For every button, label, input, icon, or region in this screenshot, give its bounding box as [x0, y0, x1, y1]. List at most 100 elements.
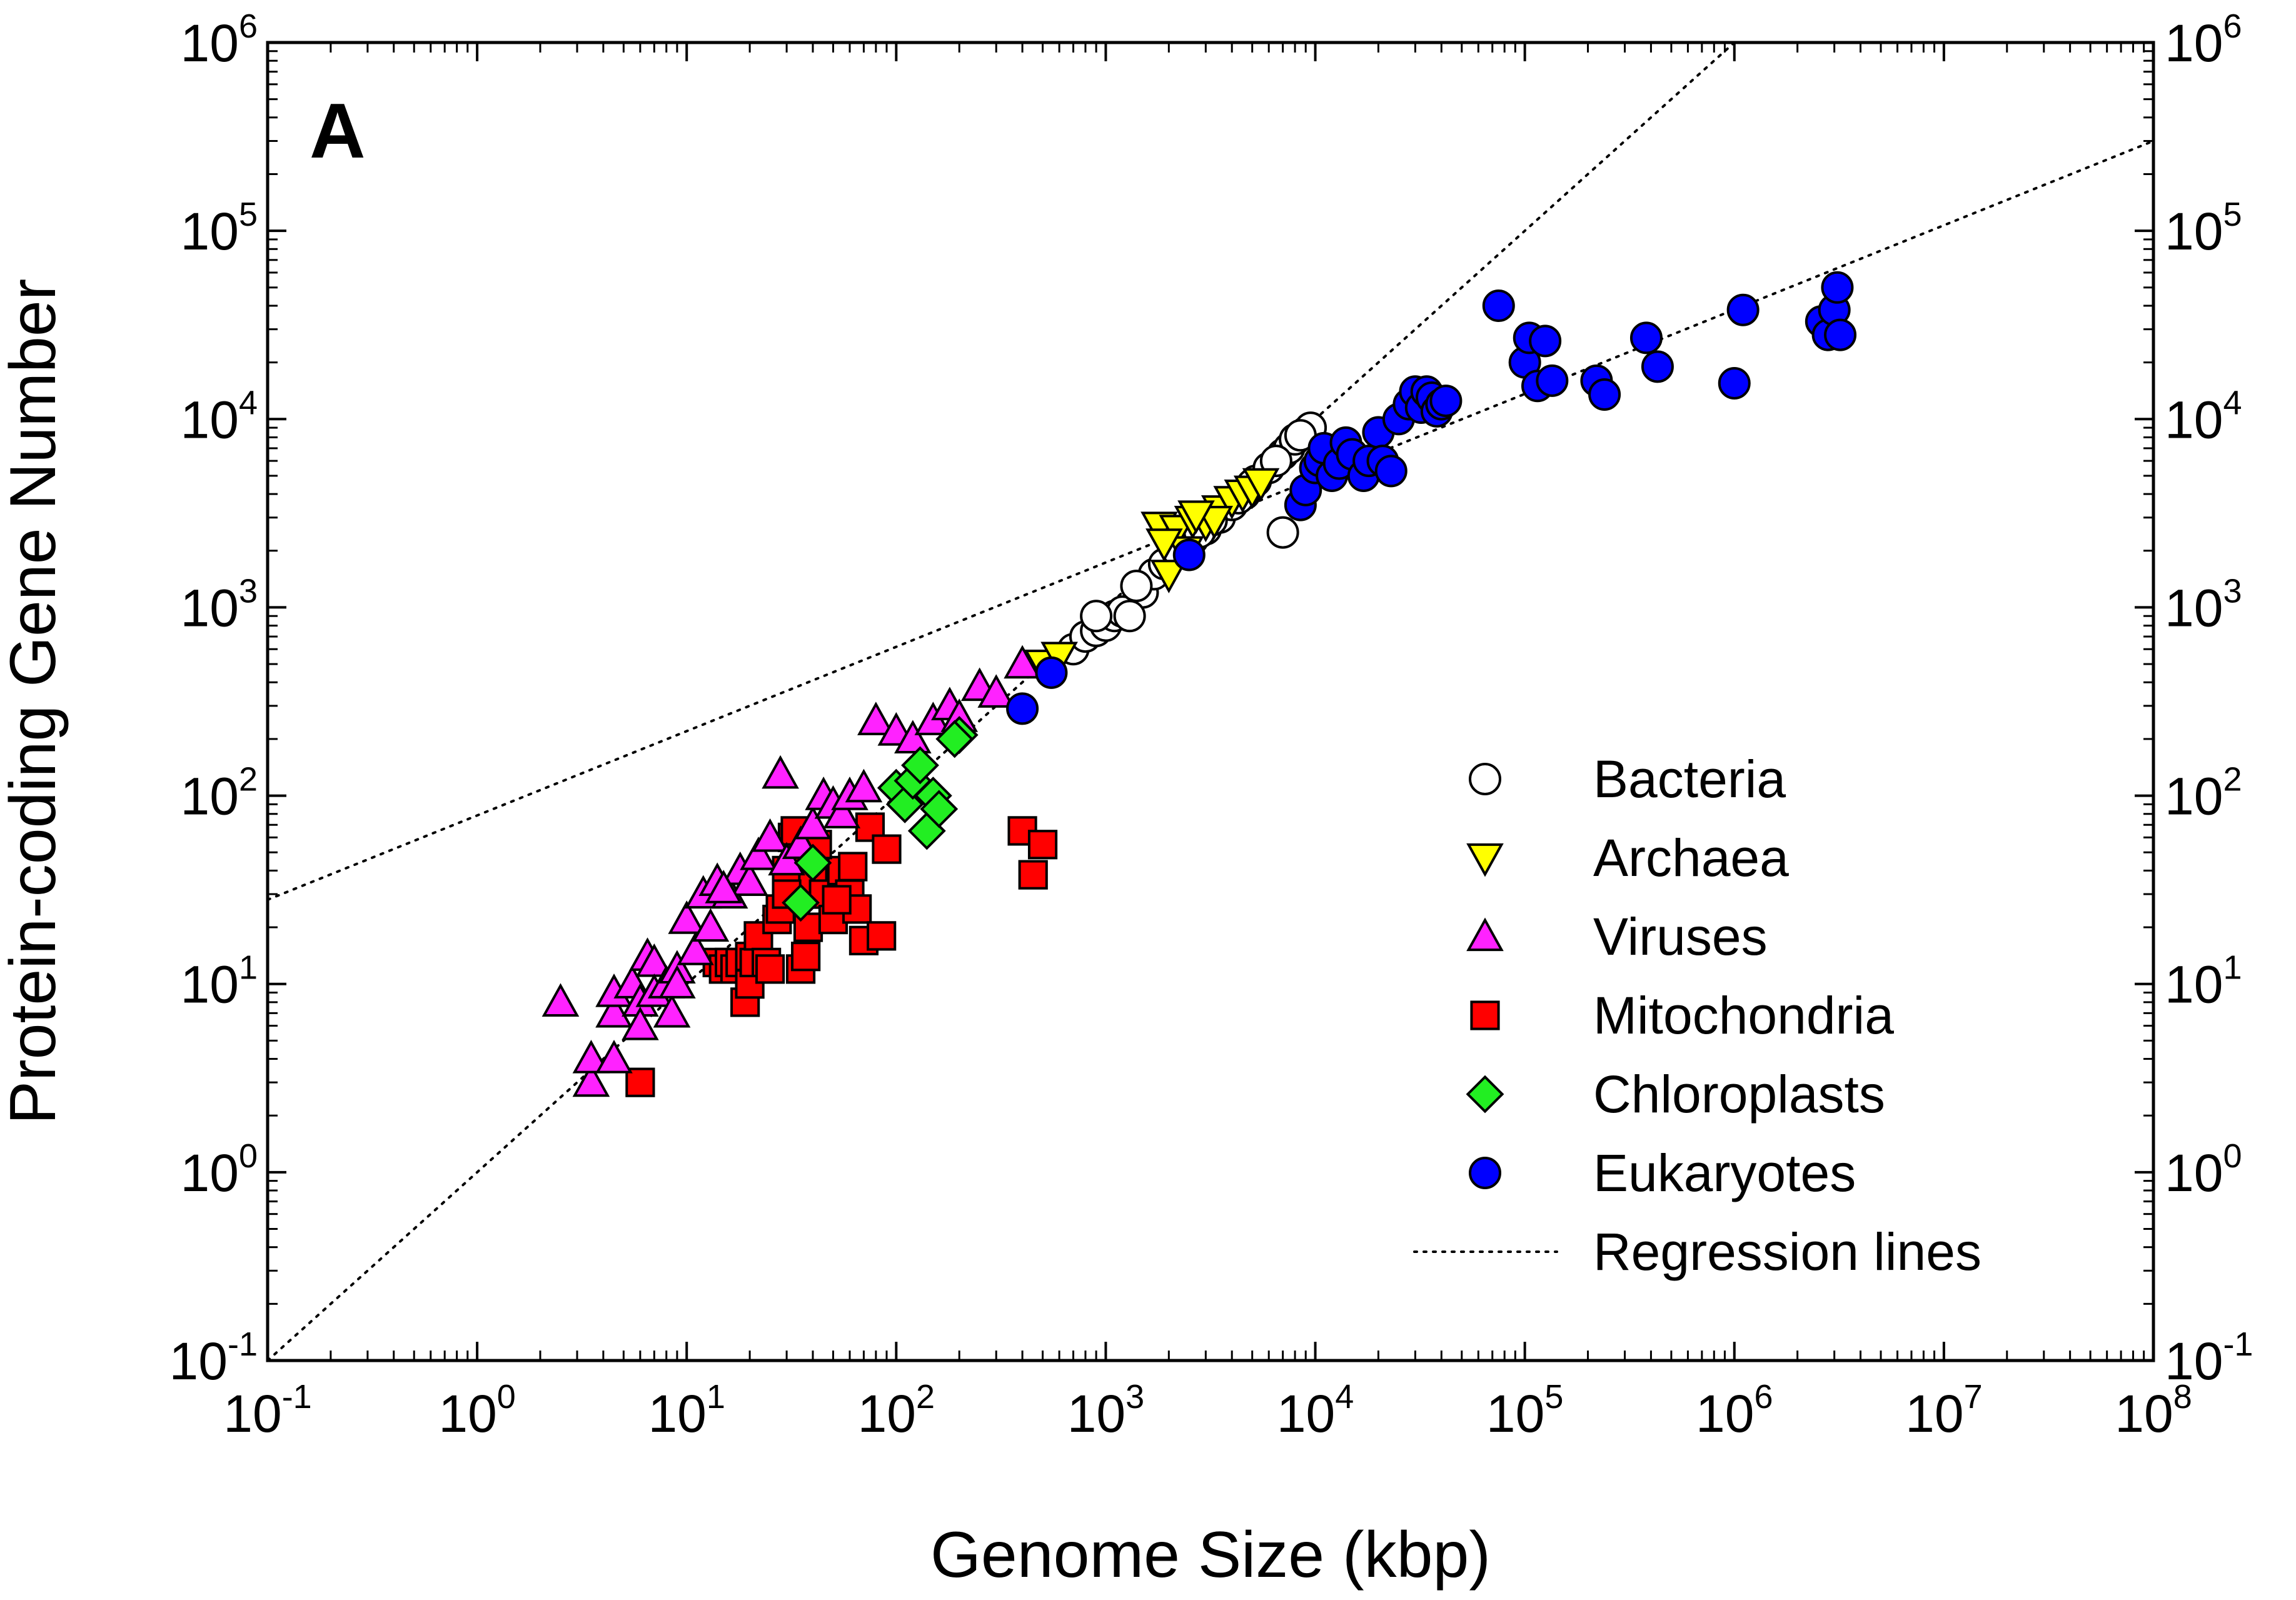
data-point-mitochondria: [867, 921, 897, 951]
x-axis-title: Genome Size (kbp): [930, 1519, 1491, 1591]
x-tick-label: 102: [858, 1378, 935, 1443]
data-point-viruses: [740, 837, 777, 870]
data-point-bacteria: [1266, 516, 1299, 549]
data-point-viruses: [1004, 645, 1041, 679]
data-point-viruses: [572, 1063, 610, 1097]
data-point-viruses: [794, 805, 832, 840]
y-tick-label: 106: [181, 8, 258, 73]
data-point-archaea: [1145, 528, 1183, 562]
y-tick-label: 101: [181, 949, 258, 1014]
legend-swatch-chloroplasts: [1466, 1075, 1504, 1114]
data-point-mitochondria: [822, 885, 852, 915]
data-point-viruses: [762, 755, 799, 789]
y-tick-label: 100: [181, 1137, 258, 1202]
legend-label: Bacteria: [1593, 750, 1786, 808]
data-point-mitochondria: [872, 834, 902, 864]
y-tick-label-right: 100: [2165, 1137, 2242, 1202]
data-point-chloroplasts: [901, 746, 939, 785]
y-tick-label-right: 105: [2165, 196, 2242, 261]
legend-label: Mitochondria: [1593, 986, 1894, 1045]
legend-swatch-archaea: [1466, 843, 1504, 877]
data-point-mitochondria: [838, 852, 868, 882]
legend-label: Eukaryotes: [1593, 1144, 1856, 1202]
y-axis-title: Protein-coding Gene Number: [0, 279, 69, 1125]
y-tick-label: 104: [181, 384, 258, 449]
data-point-viruses: [572, 1040, 610, 1074]
data-point-eukaryotes: [1006, 692, 1039, 725]
data-point-viruses: [768, 842, 805, 876]
data-point-viruses: [977, 674, 1015, 708]
y-tick-label-right: 102: [2165, 761, 2242, 826]
x-tick-label: 100: [438, 1378, 515, 1443]
tick-marks: [266, 41, 2155, 1362]
x-tick-label: 104: [1277, 1378, 1354, 1443]
y-tick-label-right: 103: [2165, 572, 2242, 637]
y-tick-label-right: 106: [2165, 8, 2242, 73]
series-viruses: [541, 645, 1041, 1097]
data-point-chloroplasts: [793, 843, 832, 882]
x-tick-label: 108: [2115, 1378, 2192, 1443]
legend: Bacteria Archaea Viruses Mitochondria Chloro…: [1413, 750, 1981, 1281]
data-point-viruses: [622, 1007, 659, 1040]
y-tick-label: 105: [181, 196, 258, 261]
data-point-viruses: [823, 795, 861, 828]
data-point-viruses: [541, 983, 580, 1017]
panel-label: A: [310, 88, 366, 174]
data-point-eukaryotes: [1035, 656, 1068, 689]
data-point-mitochondria: [625, 1067, 655, 1097]
data-point-mitochondria: [1027, 830, 1058, 860]
data-point-mitochondria: [791, 942, 821, 972]
data-point-viruses: [731, 862, 768, 896]
data-point-chloroplasts: [920, 790, 959, 828]
data-point-eukaryotes: [1824, 318, 1857, 351]
plot-frame: [266, 41, 2155, 1362]
data-point-eukaryotes: [1641, 350, 1674, 383]
data-point-viruses: [705, 870, 743, 903]
data-point-bacteria: [1080, 600, 1113, 633]
legend-swatch-eukaryotes: [1469, 1157, 1501, 1189]
data-point-eukaryotes: [1172, 538, 1206, 571]
y-tick-label: 10-1: [169, 1326, 258, 1391]
x-tick-label: 103: [1067, 1378, 1144, 1443]
data-point-mitochondria: [755, 954, 785, 984]
y-tick-label-right: 104: [2165, 384, 2242, 449]
y-tick-label: 103: [181, 572, 258, 637]
data-points: [541, 271, 1857, 1097]
series-eukaryotes: [1006, 271, 1857, 725]
data-point-viruses: [692, 908, 730, 942]
data-point-eukaryotes: [1482, 289, 1515, 322]
series-archaea: [1024, 468, 1280, 683]
data-point-archaea: [1150, 560, 1188, 593]
data-point-eukaryotes: [1821, 271, 1854, 304]
data-point-viruses: [845, 768, 883, 803]
data-point-chloroplasts: [935, 720, 974, 758]
legend-label: Regression lines: [1593, 1222, 1981, 1281]
data-point-eukaryotes: [1629, 321, 1663, 355]
data-point-viruses: [658, 965, 696, 999]
legend-swatch-mitochondria: [1470, 1000, 1500, 1030]
data-point-bacteria: [1120, 570, 1153, 603]
data-point-eukaryotes: [1726, 293, 1760, 326]
data-point-eukaryotes: [1718, 366, 1751, 400]
legend-swatch-bacteria: [1469, 763, 1501, 795]
legend-label: Chloroplasts: [1593, 1065, 1885, 1124]
data-point-viruses: [653, 994, 691, 1028]
series-chloroplasts: [782, 716, 979, 922]
x-tick-label: 10-1: [223, 1378, 311, 1443]
data-point-viruses: [668, 900, 706, 934]
data-point-archaea: [1177, 500, 1215, 534]
data-point-viruses: [595, 1040, 633, 1074]
x-tick-label: 101: [648, 1378, 725, 1443]
y-tick-label: 102: [181, 761, 258, 826]
data-point-chloroplasts: [782, 883, 820, 922]
data-point-viruses: [857, 702, 895, 735]
legend-label: Archaea: [1593, 828, 1789, 887]
x-tick-label: 105: [1486, 1378, 1563, 1443]
data-point-archaea: [1242, 468, 1280, 502]
regression-lines: [268, 43, 2153, 1361]
data-point-viruses: [751, 818, 789, 852]
data-point-bacteria: [1113, 600, 1146, 633]
